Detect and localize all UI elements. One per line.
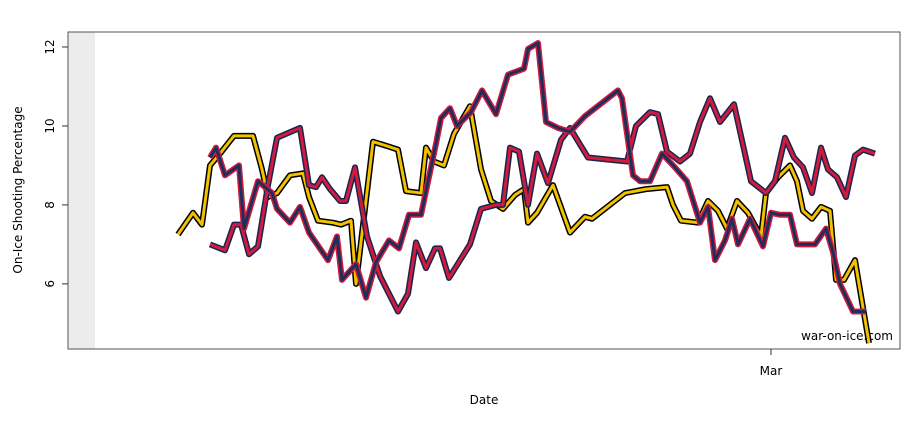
side-band <box>68 32 95 349</box>
y-tick-label: 10 <box>43 118 57 133</box>
plot-frame <box>67 31 901 350</box>
series-line <box>209 96 876 313</box>
y-tick-label: 12 <box>43 39 57 54</box>
y-tick-label: 6 <box>43 280 57 288</box>
y-axis-label: On-Ice Shooting Percentage <box>11 106 25 273</box>
annotation: war-on-ice.com <box>801 329 893 343</box>
x-axis-label: Date <box>470 393 499 407</box>
y-tick-label: 8 <box>43 201 57 209</box>
x-tick-label: Mar <box>760 364 783 378</box>
series-line <box>208 41 866 313</box>
